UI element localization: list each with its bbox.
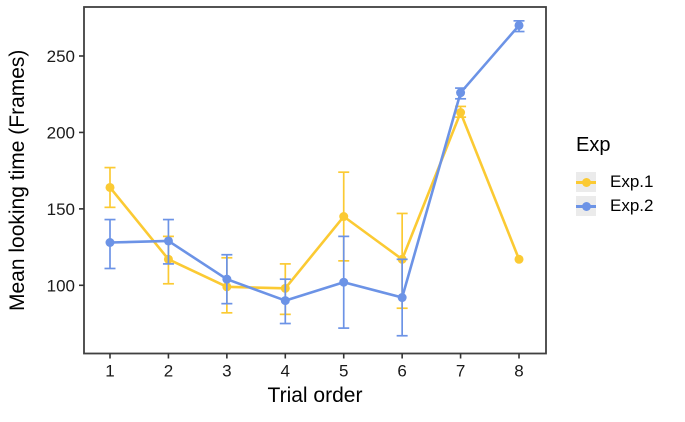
data-point-exp-1 bbox=[456, 108, 466, 118]
x-tick-label: 3 bbox=[222, 362, 231, 381]
x-axis-title: Trial order bbox=[267, 384, 363, 407]
legend-items: Exp.1 Exp.2 bbox=[576, 172, 653, 220]
series-line-exp-1 bbox=[108, 111, 521, 290]
legend-item-exp-2: Exp.2 bbox=[576, 196, 653, 216]
data-point-exp-2 bbox=[339, 277, 349, 287]
legend-key-icon bbox=[576, 196, 596, 216]
y-axis-title: Mean looking time (Frames) bbox=[6, 49, 29, 312]
data-point-exp-1 bbox=[514, 254, 524, 264]
legend: Exp Exp.1 Exp.2 bbox=[576, 134, 653, 220]
panel-border bbox=[83, 6, 547, 355]
legend-label-exp-1: Exp.1 bbox=[610, 172, 654, 191]
data-point-exp-2 bbox=[397, 293, 407, 303]
legend-label-exp-2: Exp.2 bbox=[610, 196, 654, 215]
data-point-exp-2 bbox=[456, 88, 466, 98]
data-point-exp-2 bbox=[163, 236, 173, 246]
data-point-exp-1 bbox=[339, 212, 349, 222]
y-tick-label: 150 bbox=[47, 200, 75, 219]
legend-key-dot bbox=[582, 178, 591, 187]
x-tick-label: 2 bbox=[164, 362, 173, 381]
y-tick-label: 250 bbox=[47, 47, 75, 66]
x-tick-label: 7 bbox=[456, 362, 465, 381]
x-tick-label: 5 bbox=[339, 362, 348, 381]
data-point-exp-2 bbox=[514, 20, 524, 30]
data-point-exp-1 bbox=[105, 182, 115, 192]
legend-key-dot bbox=[582, 202, 591, 211]
legend-item-exp-1: Exp.1 bbox=[576, 172, 653, 192]
data-point-exp-2 bbox=[222, 274, 232, 284]
x-tick-label: 6 bbox=[397, 362, 406, 381]
legend-key-icon bbox=[576, 172, 596, 192]
series-line-exp-2 bbox=[109, 24, 520, 302]
x-tick-label: 1 bbox=[105, 362, 114, 381]
data-point-exp-2 bbox=[105, 237, 115, 247]
x-tick-label: 8 bbox=[514, 362, 523, 381]
y-tick-label: 100 bbox=[47, 276, 75, 295]
y-tick-label: 200 bbox=[47, 123, 75, 142]
data-point-exp-2 bbox=[280, 296, 290, 306]
legend-title: Exp bbox=[576, 134, 611, 156]
x-tick-label: 4 bbox=[281, 362, 290, 381]
